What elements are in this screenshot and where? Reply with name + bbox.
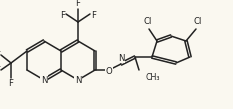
Text: O: O [106, 66, 112, 76]
Text: F: F [91, 10, 96, 20]
Text: F: F [60, 10, 65, 20]
Text: N: N [41, 76, 47, 84]
Text: F: F [75, 0, 80, 8]
Text: Cl: Cl [144, 17, 152, 26]
Text: CH₃: CH₃ [145, 73, 160, 82]
Text: N: N [75, 76, 81, 84]
Text: F: F [8, 79, 14, 88]
Text: Cl: Cl [194, 17, 202, 26]
Text: N: N [118, 54, 124, 63]
